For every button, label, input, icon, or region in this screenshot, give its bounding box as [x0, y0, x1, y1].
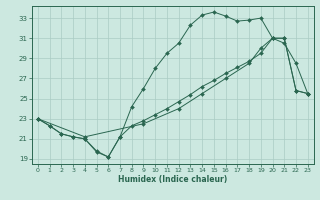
X-axis label: Humidex (Indice chaleur): Humidex (Indice chaleur) — [118, 175, 228, 184]
